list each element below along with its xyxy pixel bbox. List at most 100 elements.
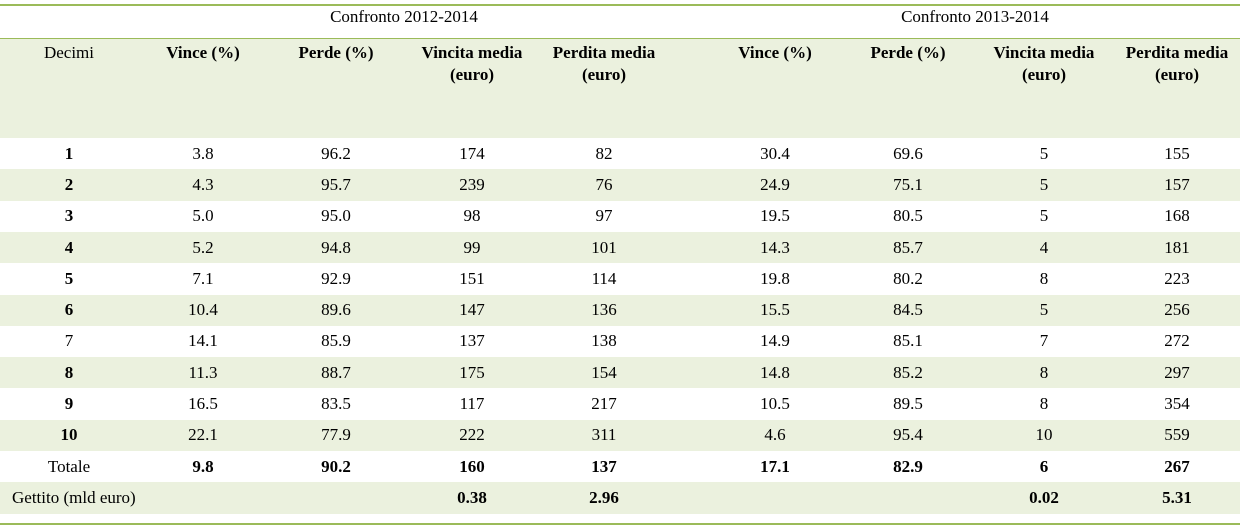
cell-value: 5 — [1039, 174, 1049, 194]
cell-value: 90.2 — [321, 456, 351, 476]
cell-value: 239 — [459, 174, 485, 194]
cell-value: 6 — [1039, 456, 1049, 476]
row-label: Gettito (mld euro) — [12, 487, 136, 507]
cell-value: 223 — [1164, 268, 1190, 288]
cell-value: 14.1 — [188, 331, 218, 351]
top-border — [0, 4, 1240, 6]
cell-value: 95.7 — [321, 174, 351, 194]
row-label: 4 — [64, 237, 74, 257]
cell-value: 89.6 — [321, 300, 351, 320]
row-label: 2 — [64, 174, 74, 194]
cell-value: 5.0 — [192, 206, 214, 226]
column-header: Decimi — [0, 42, 139, 64]
cell-value: 69.6 — [893, 143, 923, 163]
column-header-text: Vince (%) — [166, 43, 240, 62]
cell-value: 85.1 — [893, 331, 923, 351]
cell-value: 19.8 — [760, 268, 790, 288]
cell-value: 94.8 — [321, 237, 351, 257]
cell-value: 147 — [459, 300, 485, 320]
column-header: Perdita media (euro) — [1107, 42, 1247, 86]
cell-value: 10 — [1035, 425, 1053, 445]
cell-value: 80.2 — [893, 268, 923, 288]
row-label: 7 — [64, 331, 74, 351]
cell-value: 168 — [1164, 206, 1190, 226]
cell-value: 297 — [1164, 362, 1190, 382]
row-band — [0, 419, 1240, 451]
cell-value: 2.96 — [589, 487, 619, 507]
cell-value: 82 — [595, 143, 613, 163]
row-label: 1 — [64, 143, 74, 163]
row-label: 8 — [64, 362, 74, 382]
row-band — [0, 231, 1240, 264]
row-band — [0, 169, 1240, 201]
cell-value: 98 — [463, 206, 481, 226]
cell-value: 5.31 — [1162, 487, 1192, 507]
cell-value: 181 — [1164, 237, 1190, 257]
cell-value: 354 — [1164, 394, 1190, 414]
cell-value: 174 — [459, 143, 485, 163]
group-header: Confronto 2012-2014 — [330, 7, 478, 26]
bottom-border — [0, 523, 1240, 525]
cell-value: 559 — [1164, 425, 1190, 445]
cell-value: 4 — [1039, 237, 1049, 257]
cell-value: 76 — [595, 174, 613, 194]
column-header: Perdita media (euro) — [534, 42, 674, 86]
cell-value: 137 — [591, 456, 617, 476]
column-header: Perde (%) — [266, 42, 406, 64]
cell-value: 138 — [591, 331, 617, 351]
cell-value: 9.8 — [192, 456, 214, 476]
cell-value: 5.2 — [192, 237, 214, 257]
cell-value: 97 — [595, 206, 613, 226]
column-header-text: Perde (%) — [298, 43, 374, 62]
header-band — [0, 39, 1240, 138]
cell-value: 101 — [591, 237, 617, 257]
cell-value: 85.7 — [893, 237, 923, 257]
column-header-text: Perde (%) — [870, 43, 946, 62]
cell-value: 272 — [1164, 331, 1190, 351]
cell-value: 117 — [459, 394, 485, 414]
cell-value: 89.5 — [893, 394, 923, 414]
column-header-text: Decimi — [43, 43, 95, 62]
cell-value: 77.9 — [321, 425, 351, 445]
cell-value: 16.5 — [188, 394, 218, 414]
cell-value: 160 — [459, 456, 485, 476]
cell-value: 22.1 — [188, 425, 218, 445]
cell-value: 85.2 — [893, 362, 923, 382]
cell-value: 7.1 — [192, 268, 214, 288]
cell-value: 82.9 — [893, 456, 923, 476]
cell-value: 99 — [463, 237, 481, 257]
cell-value: 4.3 — [192, 174, 214, 194]
cell-value: 217 — [591, 394, 617, 414]
cell-value: 8 — [1039, 394, 1049, 414]
cell-value: 14.8 — [760, 362, 790, 382]
row-label: 5 — [64, 268, 74, 288]
cell-value: 5 — [1039, 300, 1049, 320]
cell-value: 157 — [1164, 174, 1190, 194]
cell-value: 4.6 — [764, 425, 786, 445]
cell-value: 5 — [1039, 206, 1049, 226]
column-header: Perde (%) — [838, 42, 978, 64]
cell-value: 8 — [1039, 268, 1049, 288]
cell-value: 14.3 — [760, 237, 790, 257]
cell-value: 10.4 — [188, 300, 218, 320]
cell-value: 11.3 — [188, 362, 218, 382]
cell-value: 75.1 — [893, 174, 923, 194]
column-header: Vince (%) — [133, 42, 273, 64]
cell-value: 155 — [1164, 143, 1190, 163]
column-header: Vince (%) — [705, 42, 845, 64]
cell-value: 10.5 — [760, 394, 790, 414]
row-band — [0, 294, 1240, 326]
row-band — [0, 482, 1240, 514]
cell-value: 88.7 — [321, 362, 351, 382]
cell-value: 96.2 — [321, 143, 351, 163]
header-divider — [0, 38, 1240, 39]
cell-value: 7 — [1039, 331, 1049, 351]
cell-value: 95.0 — [321, 206, 351, 226]
cell-value: 85.9 — [321, 331, 351, 351]
row-label: Totale — [47, 456, 91, 476]
row-label: 6 — [64, 300, 74, 320]
row-label: 3 — [64, 206, 74, 226]
cell-value: 14.9 — [760, 331, 790, 351]
cell-value: 15.5 — [760, 300, 790, 320]
cell-value: 80.5 — [893, 206, 923, 226]
